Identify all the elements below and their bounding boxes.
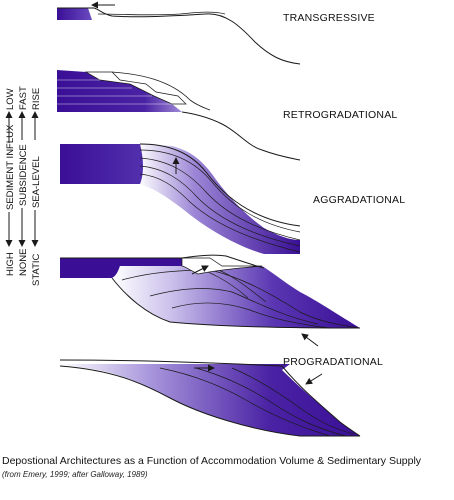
axis-subsidence-fast: FAST: [18, 86, 29, 110]
progradational-upper-arrow: [191, 265, 209, 275]
progradational-upper-surface: [60, 254, 265, 269]
label-aggradational: AGGRADATIONAL: [313, 194, 406, 206]
axis-sediment-influx: LOW SEDIMENT INFLUX HIGH: [5, 88, 16, 276]
aggradational-left-fill: [60, 144, 143, 184]
transgressive-panel: [57, 1, 301, 65]
retrogradational-surface: [181, 111, 301, 161]
axis-subsidence-title: SUBSIDENCE: [18, 144, 29, 206]
progradational-lower-fill: [60, 364, 360, 436]
aggradational-top-surface: [139, 143, 301, 227]
axis-sea-level: RISE SEA-LEVEL STATIC: [31, 88, 42, 286]
aggradational-slope-fill: [138, 144, 300, 254]
retrogradational-fill: [57, 70, 182, 112]
retrogradational-panel: [57, 70, 301, 161]
label-retrogradational: RETROGRADATIONAL: [283, 109, 398, 121]
label-transgressive: TRANSGRESSIVE: [283, 12, 375, 24]
progradational-leader-up: [301, 333, 319, 347]
progradational-panel-upper: [60, 254, 361, 329]
transgressive-surface: [57, 7, 301, 65]
retrogradational-white-wedges: [84, 71, 187, 105]
progradational-panel-lower: [59, 359, 361, 437]
figure-source: (from Emery, 1999; after Galloway, 1989): [2, 470, 148, 479]
figure-caption: Depostional Architectures as a Function …: [2, 455, 422, 467]
axis-sealevel-rise: RISE: [31, 88, 42, 110]
axis-subsidence-none: NONE: [18, 249, 29, 276]
axis-arrows: [5, 111, 39, 247]
progradational-wedge-fill: [112, 266, 360, 328]
axis-sealevel-static: STATIC: [31, 253, 42, 286]
axis-sediment-high: HIGH: [5, 252, 16, 276]
progradational-leader-down: [305, 373, 323, 385]
transgressive-upper-surface: [97, 11, 226, 16]
progradational-platform-fill: [60, 258, 182, 278]
aggradational-panel: [60, 143, 301, 254]
label-progradational: PROGRADATIONAL: [283, 356, 384, 368]
axis-sediment-low: LOW: [5, 88, 16, 110]
axis-subsidence: FAST SUBSIDENCE NONE: [18, 86, 29, 276]
progradational-lower-surface: [59, 359, 283, 367]
transgressive-fill: [57, 8, 92, 20]
axis-sediment-title: SEDIMENT INFLUX: [5, 124, 16, 210]
axis-sealevel-title: SEA-LEVEL: [31, 156, 42, 208]
aggradational-layers: [139, 149, 301, 253]
